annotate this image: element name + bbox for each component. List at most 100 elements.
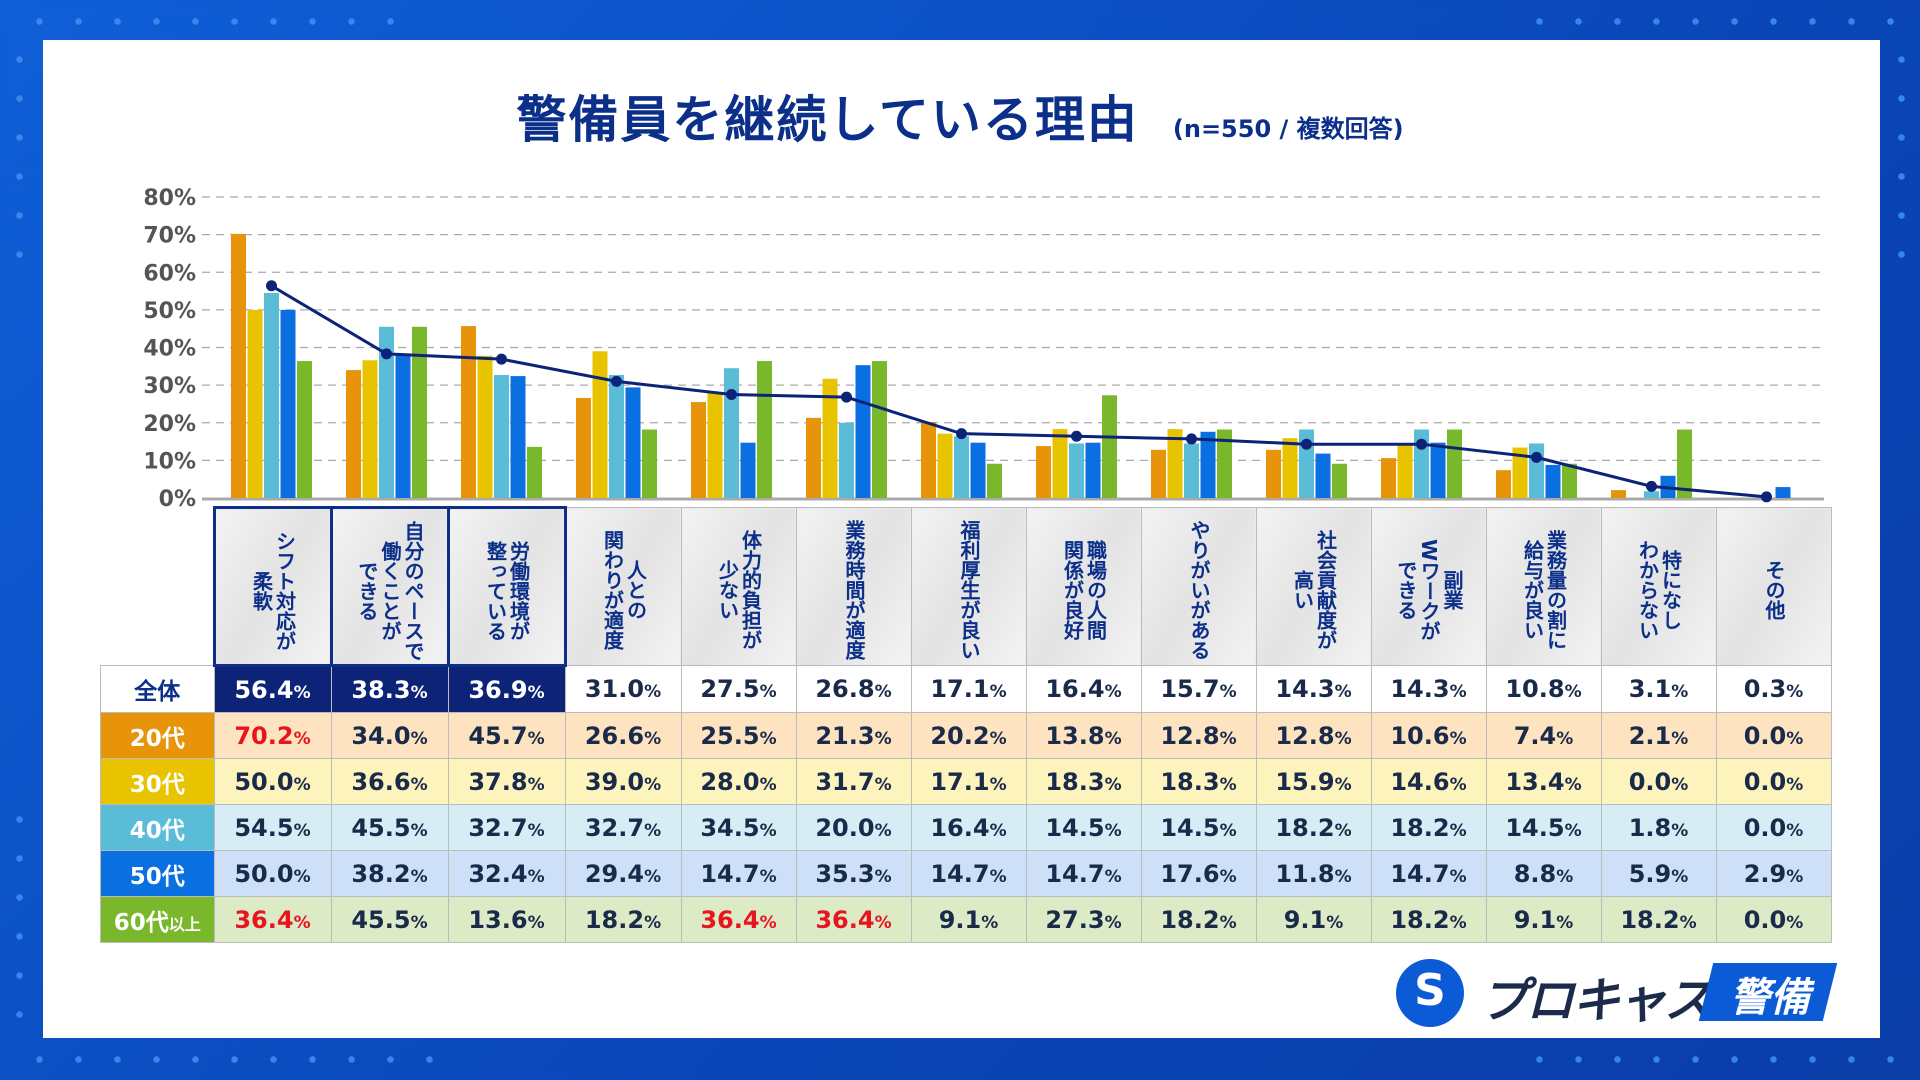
value-number: 13.4 bbox=[1505, 767, 1565, 796]
value-number: 14.7 bbox=[930, 859, 990, 888]
value-cell: 9.1% bbox=[910, 896, 1027, 943]
y-tick-label: 50% bbox=[143, 299, 196, 324]
value-cell: 50.0% bbox=[213, 850, 332, 897]
value-number: 18.3 bbox=[1160, 767, 1220, 796]
percent-sign: % bbox=[874, 774, 892, 795]
value-number: 11.8 bbox=[1275, 859, 1335, 888]
percent-sign: % bbox=[293, 774, 311, 795]
percent-sign: % bbox=[1219, 866, 1237, 887]
decor-dots-top-right bbox=[1520, 2, 1920, 38]
bar-40代-2 bbox=[494, 374, 509, 498]
value-cell: 18.2% bbox=[1255, 804, 1372, 851]
row-label-suffix: 以上 bbox=[168, 914, 201, 934]
percent-sign: % bbox=[293, 820, 311, 841]
row-label-main: 60代 bbox=[113, 909, 169, 936]
percent-sign: % bbox=[1104, 866, 1122, 887]
bar-20代-10 bbox=[1381, 458, 1396, 498]
value-cell: 17.1% bbox=[910, 665, 1027, 713]
line-point-overall-13 bbox=[1761, 491, 1772, 503]
value-number: 36.4 bbox=[700, 905, 760, 934]
decor-dots-bottom-right bbox=[1520, 1040, 1920, 1080]
value-number: 32.7 bbox=[584, 813, 645, 842]
line-series-overall bbox=[270, 284, 1767, 499]
value-cell: 54.5% bbox=[213, 804, 332, 851]
value-cell: 50.0% bbox=[213, 758, 332, 805]
value-number: 35.3 bbox=[815, 859, 875, 888]
bar-60代以上-7 bbox=[1102, 395, 1117, 498]
value-number: 50.0 bbox=[234, 767, 294, 796]
column-header-label: その他 bbox=[1762, 560, 1786, 620]
percent-sign: % bbox=[1671, 820, 1689, 841]
percent-sign: % bbox=[989, 682, 1007, 702]
column-header-label: 福利厚生が良い bbox=[957, 520, 981, 660]
percent-sign: % bbox=[759, 774, 777, 795]
percent-sign: % bbox=[644, 866, 662, 887]
column-header-label: 業務量の割に 給与が良い bbox=[1520, 530, 1568, 650]
line-point-overall-10 bbox=[1416, 438, 1427, 450]
percent-sign: % bbox=[1786, 728, 1804, 749]
value-number: 18.2 bbox=[1390, 813, 1450, 842]
table-row-50代: 50代 50.0% 38.2% 32.4% 29.4% 14.7% 35.3% 14.7% 14… bbox=[100, 850, 1832, 897]
table-row-20代: 20代 70.2% 34.0% 45.7% 26.6% 25.5% 21.3% 20.2% 13… bbox=[100, 712, 1832, 759]
percent-sign: % bbox=[989, 774, 1007, 795]
value-cell: 0.0% bbox=[1715, 896, 1832, 943]
value-cell: 17.1% bbox=[910, 758, 1027, 805]
bar-60代以上-10 bbox=[1447, 429, 1462, 498]
logo-name: プロキャス bbox=[1480, 973, 1712, 1029]
column-header: 業務時間が適度 bbox=[795, 507, 912, 666]
logo-mark-icon bbox=[1396, 959, 1464, 1027]
brand-logo: プロキャス 警備 bbox=[1396, 955, 1838, 1030]
value-cell: 18.2% bbox=[1600, 896, 1717, 943]
value-number: 37.8 bbox=[468, 767, 528, 796]
line-point-overall-7 bbox=[1071, 430, 1082, 442]
bar-50代-0 bbox=[280, 309, 296, 498]
bar-60代以上-9 bbox=[1332, 463, 1347, 498]
value-number: 18.2 bbox=[1160, 905, 1220, 934]
value-number: 26.6 bbox=[584, 721, 645, 750]
value-number: 38.3 bbox=[351, 675, 411, 704]
bar-20代-12 bbox=[1611, 490, 1626, 498]
percent-sign: % bbox=[1786, 820, 1804, 841]
bar-50代-4 bbox=[740, 442, 756, 498]
bar-60代以上-12 bbox=[1677, 429, 1692, 498]
bar-60代以上-3 bbox=[642, 429, 657, 498]
column-header: 体力的負担が 少ない bbox=[680, 507, 797, 666]
table-row-60代以上: 60代以上 36.4% 45.5% 13.6% 18.2% 36.4% 36.4% 9.1% 2… bbox=[100, 896, 1832, 943]
y-tick-label: 60% bbox=[143, 261, 196, 286]
percent-sign: % bbox=[1449, 682, 1467, 702]
percent-sign: % bbox=[1671, 774, 1689, 795]
column-header: 自分のペースで 働くことが できる bbox=[329, 506, 450, 667]
bar-40代-5 bbox=[839, 422, 854, 498]
value-number: 17.1 bbox=[930, 675, 990, 703]
line-point-overall-9 bbox=[1301, 438, 1312, 450]
value-cell: 26.6% bbox=[564, 712, 682, 759]
percent-sign: % bbox=[644, 728, 662, 749]
percent-sign: % bbox=[1679, 912, 1697, 933]
column-header-label: 社会貢献度が 高い bbox=[1290, 530, 1338, 650]
percent-sign: % bbox=[293, 866, 311, 887]
percent-sign: % bbox=[1334, 728, 1352, 749]
percent-sign: % bbox=[1219, 912, 1237, 933]
percent-sign: % bbox=[1104, 912, 1122, 933]
value-cell: 13.8% bbox=[1025, 712, 1142, 759]
value-number: 18.2 bbox=[584, 905, 645, 934]
value-number: 1.8 bbox=[1628, 813, 1672, 842]
value-number: 36.4 bbox=[815, 905, 875, 934]
y-tick-label: 40% bbox=[143, 337, 196, 362]
table-row-全体: 全体 56.4% 38.3% 36.9% 31.0% 27.5% 26.8% 17.1% 16.… bbox=[100, 665, 1832, 713]
decor-dots-left bbox=[0, 40, 40, 280]
value-number: 9.1 bbox=[1283, 905, 1327, 934]
percent-sign: % bbox=[1104, 728, 1122, 749]
column-header: シフト対応が 柔軟 bbox=[212, 506, 333, 667]
bar-40代-4 bbox=[724, 368, 739, 498]
column-header: 人との 関わりが適度 bbox=[564, 507, 682, 666]
value-cell: 0.3% bbox=[1715, 665, 1832, 713]
column-header-label: 労働環境が 整っている bbox=[483, 541, 531, 641]
value-number: 54.5 bbox=[234, 813, 294, 842]
data-table: シフト対応が 柔軟 自分のペースで 働くことが できる 労働環境が 整っている 人との… bbox=[100, 506, 1832, 943]
bar-40代-12 bbox=[1644, 491, 1659, 498]
value-cell: 15.9% bbox=[1255, 758, 1372, 805]
value-number: 0.0 bbox=[1743, 813, 1787, 842]
value-cell: 36.4% bbox=[213, 896, 332, 943]
value-number: 0.3 bbox=[1743, 675, 1787, 703]
